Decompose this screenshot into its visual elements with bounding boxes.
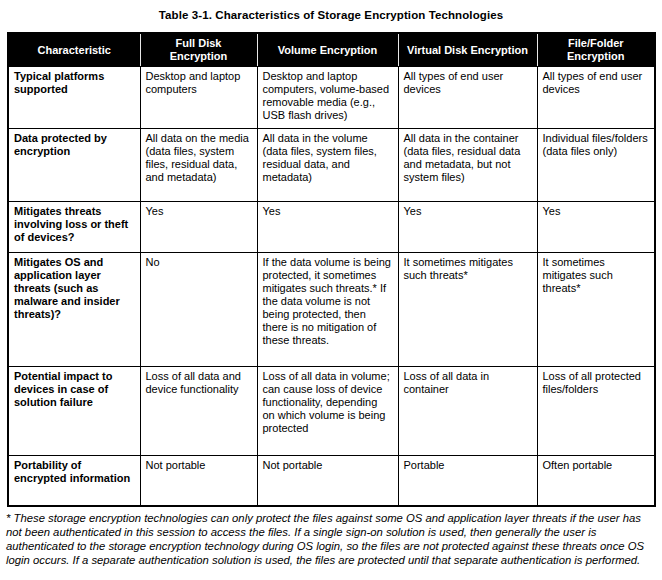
row-characteristic: Potential impact to devices in case of s… xyxy=(8,367,140,456)
table-row-mitigates-loss-theft: Mitigates threats involving loss or thef… xyxy=(8,202,655,253)
column-header-full-disk-encryption: Full Disk Encryption xyxy=(140,33,257,67)
row-characteristic: Mitigates OS and application layer threa… xyxy=(8,253,140,367)
table-row-data-protected: Data protected by encryption All data on… xyxy=(8,129,655,202)
cell-full-disk: Loss of all data and device functionalit… xyxy=(140,367,257,456)
header-row: Characteristic Full Disk Encryption Volu… xyxy=(8,33,655,67)
table-header: Characteristic Full Disk Encryption Volu… xyxy=(8,33,655,67)
cell-volume: Loss of all data in volume; can cause lo… xyxy=(257,367,398,456)
cell-file-folder: Individual files/folders (data files onl… xyxy=(537,129,655,202)
table-row-portability: Portability of encrypted information Not… xyxy=(8,456,655,506)
document-page: Table 3-1. Characteristics of Storage En… xyxy=(0,0,662,580)
row-characteristic: Typical platforms supported xyxy=(8,67,140,129)
cell-file-folder: Often portable xyxy=(537,456,655,506)
table-footnote: * These storage encryption technologies … xyxy=(6,511,656,567)
cell-full-disk: Desktop and laptop computers xyxy=(140,67,257,129)
cell-file-folder: Yes xyxy=(537,202,655,253)
column-header-file-folder-encryption: File/Folder Encryption xyxy=(537,33,655,67)
column-header-characteristic: Characteristic xyxy=(8,33,140,67)
cell-virtual-disk: All types of end user devices xyxy=(398,67,537,129)
cell-virtual-disk: Loss of all data in container xyxy=(398,367,537,456)
cell-virtual-disk: Yes xyxy=(398,202,537,253)
table-body: Typical platforms supported Desktop and … xyxy=(8,67,655,506)
cell-volume: Desktop and laptop computers, volume-bas… xyxy=(257,67,398,129)
cell-full-disk: Yes xyxy=(140,202,257,253)
cell-full-disk: All data on the media (data files, syste… xyxy=(140,129,257,202)
cell-file-folder: It sometimes mitigates such threats* xyxy=(537,253,655,367)
cell-virtual-disk: It sometimes mitigates such threats* xyxy=(398,253,537,367)
row-characteristic: Data protected by encryption xyxy=(8,129,140,202)
cell-volume: Not portable xyxy=(257,456,398,506)
cell-file-folder: Loss of all protected files/folders xyxy=(537,367,655,456)
table-title: Table 3-1. Characteristics of Storage En… xyxy=(0,0,662,21)
cell-volume: All data in the volume (data files, syst… xyxy=(257,129,398,202)
cell-virtual-disk: All data in the container (data files, r… xyxy=(398,129,537,202)
cell-virtual-disk: Portable xyxy=(398,456,537,506)
table-row-mitigates-os-threats: Mitigates OS and application layer threa… xyxy=(8,253,655,367)
cell-full-disk: No xyxy=(140,253,257,367)
table-row-potential-impact: Potential impact to devices in case of s… xyxy=(8,367,655,456)
column-header-virtual-disk-encryption: Virtual Disk Encryption xyxy=(398,33,537,67)
cell-file-folder: All types of end user devices xyxy=(537,67,655,129)
cell-volume: Yes xyxy=(257,202,398,253)
table-row-typical-platforms: Typical platforms supported Desktop and … xyxy=(8,67,655,129)
cell-volume: If the data volume is being protected, i… xyxy=(257,253,398,367)
row-characteristic: Portability of encrypted information xyxy=(8,456,140,506)
cell-full-disk: Not portable xyxy=(140,456,257,506)
row-characteristic: Mitigates threats involving loss or thef… xyxy=(8,202,140,253)
storage-encryption-table: Characteristic Full Disk Encryption Volu… xyxy=(7,32,656,507)
column-header-volume-encryption: Volume Encryption xyxy=(257,33,398,67)
